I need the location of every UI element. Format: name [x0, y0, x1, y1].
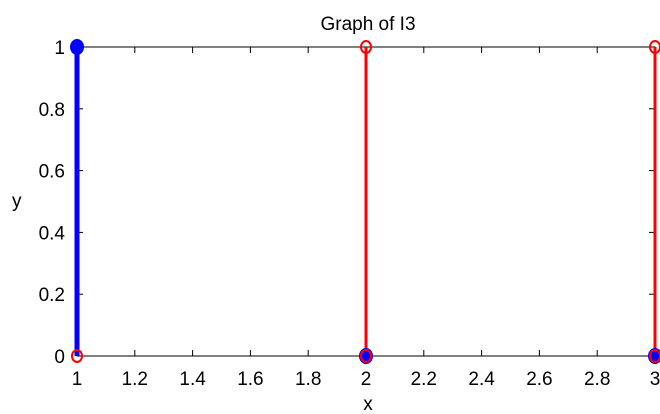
y-axis-label: y	[12, 191, 22, 212]
red-open-point	[360, 40, 372, 54]
y-tick-label: 0.2	[39, 285, 65, 306]
y-tick-label: 0.8	[39, 100, 65, 121]
y-tick-label: 0.4	[39, 223, 66, 244]
x-tick-label: 3	[650, 369, 660, 390]
x-tick-label: 1.6	[237, 369, 263, 390]
x-tick-label: 2	[361, 369, 372, 390]
x-tick-label: 2.8	[584, 369, 610, 390]
x-tick-label: 1	[72, 369, 83, 390]
x-tick-label: 2.6	[526, 369, 552, 390]
x-tick-label: 2.2	[411, 369, 437, 390]
x-tick-label: 1.8	[295, 369, 321, 390]
y-tick-label: 0.6	[39, 162, 65, 183]
red-open-point	[71, 349, 83, 363]
x-tick-label: 1.4	[179, 369, 206, 390]
axis-ticks: 1 1.2 1.4 1.6 1.8 2 2.2 2.4 2.6 2.8 3 0 0.2 0.4 0.6 0.8…	[39, 38, 660, 390]
x-axis-label: x	[363, 394, 373, 414]
y-tick-label: 0	[54, 347, 65, 368]
x-tick-label: 1.2	[122, 369, 148, 390]
red-open-point	[360, 349, 372, 363]
red-open-point	[649, 40, 660, 54]
chart-title: Graph of I3	[320, 14, 415, 35]
chart-marks	[70, 39, 660, 364]
x-tick-label: 2.4	[468, 369, 495, 390]
red-open-point	[649, 349, 660, 363]
y-tick-label: 1	[54, 38, 65, 59]
blue-closed-point	[70, 39, 84, 55]
